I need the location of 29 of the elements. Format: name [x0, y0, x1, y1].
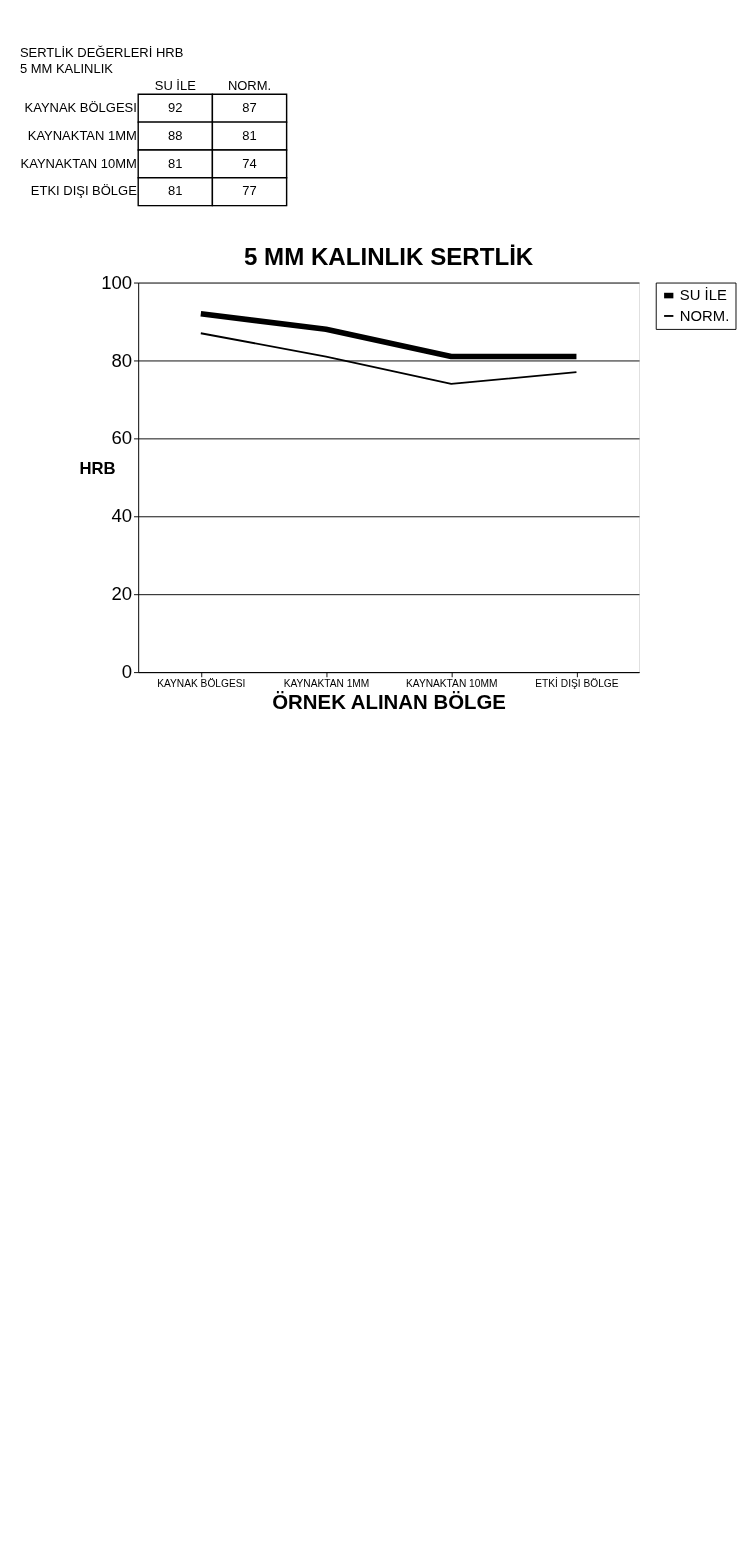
- x-tick-label: ETKİ DIŞI BÖLGE: [535, 677, 619, 690]
- y-tick-label: 0: [121, 661, 133, 683]
- y-tick-label: 100: [101, 271, 133, 293]
- y-tick-label: 20: [111, 583, 133, 605]
- data-label: 88: [168, 127, 183, 143]
- data-label: 77: [242, 183, 257, 199]
- data-label: 81: [168, 155, 183, 171]
- data-label: 81: [242, 127, 257, 143]
- y-tick-label: KAYNAK BÖLGESI: [24, 99, 137, 115]
- legend-label: NORM.: [679, 307, 730, 324]
- x-axis-title: ÖRNEK ALINAN BÖLGE: [272, 690, 506, 713]
- data-label: 87: [242, 99, 257, 115]
- data-label: 92: [168, 99, 183, 115]
- y-tick-label: 40: [111, 505, 133, 527]
- x-tick-label: KAYNAKTAN 10MM: [406, 678, 498, 690]
- legend-label: SU İLE: [679, 286, 727, 304]
- y-tick-label: ETKI DIŞI BÖLGE: [30, 183, 138, 199]
- y-tick-label: 60: [111, 427, 133, 449]
- data-label: 74: [242, 155, 257, 171]
- y-tick-label: 80: [111, 349, 133, 371]
- y-tick-label: KAYNAKTAN 10MM: [20, 155, 137, 171]
- chart-subtitle: 5 MM KALINLIK: [19, 60, 114, 76]
- y-tick-label: KAYNAKTAN 1MM: [27, 127, 137, 143]
- x-tick-label: KAYNAKTAN 1MM: [283, 678, 370, 690]
- chart-title: SERTLİK DEĞERLERİ HRB: [19, 45, 184, 61]
- x-tick-label: KAYNAK BÖLGESI: [157, 678, 246, 690]
- data-label: 81: [168, 183, 183, 199]
- y-axis-title: HRB: [79, 459, 116, 479]
- chart-title: 5 MM KALINLIK SERTLİK: [243, 242, 534, 270]
